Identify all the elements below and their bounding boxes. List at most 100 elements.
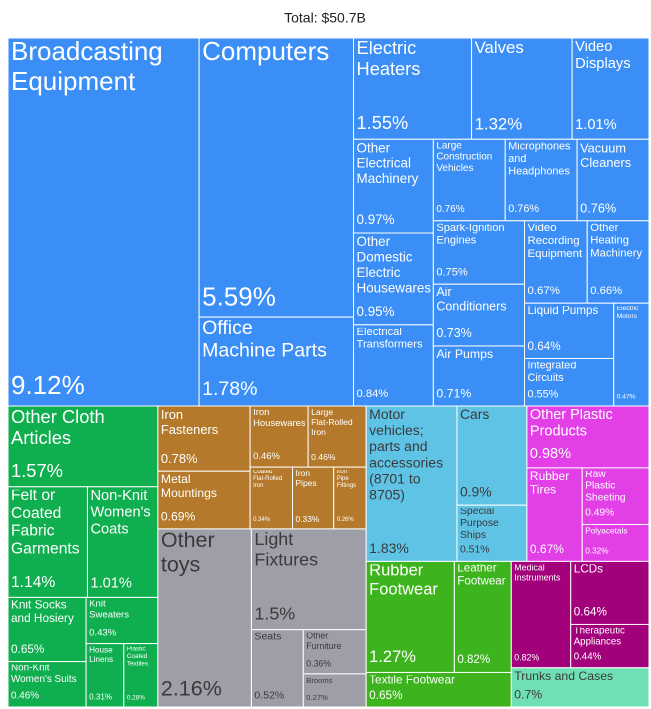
tile [302, 629, 367, 675]
tile [85, 643, 125, 708]
tile-value: 0.44% [574, 652, 602, 663]
tile-name: Vacuum Cleaners [580, 140, 631, 170]
tile-value: 9.12% [11, 370, 85, 400]
tile-value: 0.36% [306, 659, 331, 669]
tile-label-box: Other Domestic Electric Housewares 0.95% [357, 234, 432, 319]
tile-value: 0.95% [357, 304, 395, 319]
tile-value: 0.26% [337, 517, 355, 523]
tile-value: 0.67% [528, 285, 560, 297]
tile-label-box: Motor vehicles; parts and accessories (8… [369, 409, 447, 556]
tile-name: Electrical Transformers [357, 326, 423, 351]
tile-name: Other Electrical Machinery [357, 140, 419, 186]
tile-label-box: Electrical Transformers 0.84% [357, 326, 423, 400]
tile [365, 405, 458, 562]
tile-label-box: Felt or Coated Fabric Garments 1.14% [11, 490, 80, 591]
tile [250, 629, 304, 708]
tile-name: Other Heating Machinery [590, 222, 642, 260]
tile-value: 0.52% [254, 690, 284, 702]
tile-value: 1.14% [11, 574, 55, 591]
tile-name: Liquid Pumps [528, 304, 599, 317]
tile-value: 0.27% [306, 693, 328, 702]
tile-name: Other Cloth Articles [11, 406, 110, 448]
tile-name: LCDs [574, 562, 603, 575]
tile-label-box: Iron Pipe Fittings 0.26% [337, 470, 356, 523]
tile [7, 596, 87, 663]
tile-value: 0.65% [369, 689, 403, 702]
tile-name: Air Conditioners [436, 285, 506, 313]
tile-value: 0.43% [89, 627, 117, 638]
tile [570, 560, 650, 625]
tile-label-box: Large Construction Vehicles 0.76% [436, 141, 495, 215]
tile-label-box: Iron Housewares 0.46% [253, 409, 305, 462]
tile-value: 0.51% [460, 545, 490, 556]
tile [526, 467, 583, 562]
tile [456, 504, 528, 562]
tile-name: House Linens [89, 645, 115, 663]
tile [581, 467, 650, 525]
tile-name: Metal Mountings [161, 472, 217, 500]
tile [510, 667, 650, 708]
tile-value: 1.78% [202, 378, 257, 400]
tile-name: Medical Instruments [514, 563, 561, 583]
tile [249, 405, 309, 468]
tile-value: 0.98% [530, 446, 571, 462]
tile-name: Large Construction Vehicles [436, 141, 495, 175]
tile-value: 0.84% [357, 388, 389, 400]
tile-value: 0.64% [528, 340, 561, 353]
tile-label-box: Rubber Tires 0.67% [530, 471, 573, 556]
tile [510, 560, 572, 669]
tile [302, 673, 367, 708]
tile-value: 1.55% [357, 113, 409, 133]
tile [198, 37, 355, 318]
tile-label-box: Other Furniture 0.36% [306, 631, 341, 669]
tile-value: 0.31% [89, 692, 112, 701]
tile-name: Large Flat-Rolled Iron [311, 407, 355, 437]
tile [85, 596, 159, 645]
tile-name: Iron Pipes [296, 469, 317, 489]
tile-label-box: Brooms 0.27% [306, 677, 332, 702]
tile-value: 1.83% [369, 540, 409, 556]
tile-value: 1.57% [11, 460, 63, 481]
tile-label-box: Therapeutic Appliances 0.44% [574, 627, 628, 663]
tile [453, 560, 512, 673]
tile-value: 0.71% [436, 386, 471, 400]
tile [7, 661, 87, 708]
tile-label-box: Textile Footwear 0.65% [369, 673, 455, 702]
tile-label-box: Large Flat-Rolled Iron 0.46% [311, 407, 355, 462]
tile-label-box: Non-Knit Women's Coats 1.01% [90, 487, 154, 592]
tile-value: 0.76% [436, 204, 464, 215]
tile [526, 405, 650, 469]
tile-label-box: Air Pumps 0.71% [436, 349, 493, 401]
tile-label-box: Special Purpose Ships 0.51% [460, 508, 502, 556]
tile-label-box: Video Displays 1.01% [575, 39, 631, 133]
tile-name: Microphones and Headphones [508, 140, 573, 177]
tile-name: Video Displays [575, 39, 631, 72]
tile-label-box: Liquid Pumps 0.64% [528, 304, 599, 353]
tile-label-box: Medical Instruments 0.82% [514, 563, 561, 662]
tile-name: Iron Fasteners [161, 407, 218, 437]
tile [353, 37, 473, 140]
tile [157, 528, 252, 708]
tile-name: Other Furniture [306, 631, 341, 651]
tile-value: 0.97% [357, 212, 395, 227]
tile-value: 0.33% [296, 514, 320, 524]
tile-name: Cars [460, 406, 489, 422]
tile-name: Other Domestic Electric Housewares [357, 234, 432, 295]
tile-name: Office Machine Parts [202, 317, 327, 361]
tile-label-box: Trunks and Cases 0.7% [514, 671, 613, 702]
tile-label-box: Spark-Ignition Engines 0.75% [436, 222, 507, 279]
tile-name: Textile Footwear [369, 673, 455, 686]
tile-value: 0.32% [585, 547, 609, 556]
tile-name: Non-Knit Women's Coats [90, 487, 154, 537]
tile [353, 324, 434, 407]
tile [249, 466, 294, 530]
tile-name: Spark-Ignition Engines [436, 222, 507, 247]
tile [524, 302, 615, 359]
tile [504, 138, 578, 222]
tile-label-box: Other Plastic Products 0.98% [530, 407, 617, 462]
tile [157, 405, 251, 472]
tile-name: Other Plastic Products [530, 407, 617, 440]
tile-value: 0.64% [574, 606, 607, 619]
tile-value: 0.9% [460, 484, 492, 500]
tile [307, 405, 367, 468]
